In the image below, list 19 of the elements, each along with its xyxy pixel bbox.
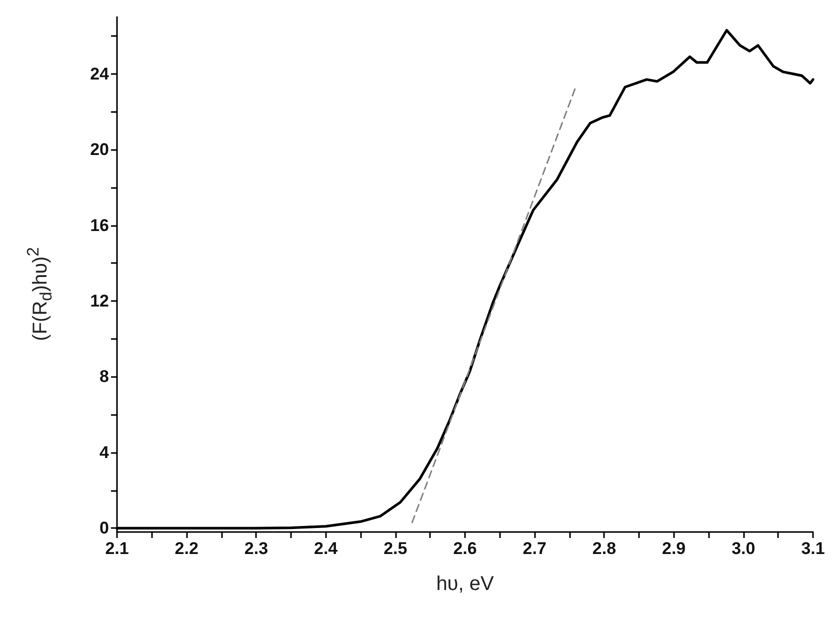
x-tick-label: 3.0 [732, 539, 756, 558]
y-tick-label: 24 [90, 64, 110, 84]
x-tick-label: 2.8 [592, 539, 616, 558]
x-tick-label: 2.7 [522, 539, 546, 558]
y-tick-label: 0 [100, 518, 109, 538]
x-axis-title: hυ, eV [436, 573, 494, 595]
x-tick-label: 2.5 [384, 539, 408, 558]
y-tick-label: 12 [90, 292, 109, 311]
x-tick-label: 2.4 [314, 539, 338, 558]
x-tick-label: 2.1 [105, 539, 129, 558]
y-tick-label: 20 [90, 140, 109, 160]
x-tick-label: 2.3 [244, 539, 268, 558]
y-tick-label: 16 [90, 216, 109, 235]
x-tick-label: 2.9 [662, 539, 686, 558]
y-tick-label: 8 [100, 367, 109, 386]
y-tick-label: 4 [100, 442, 110, 462]
x-tick-label: 2.2 [174, 539, 198, 558]
x-tick-label: 2.6 [453, 539, 477, 558]
x-tick-label: 3.1 [801, 539, 825, 558]
